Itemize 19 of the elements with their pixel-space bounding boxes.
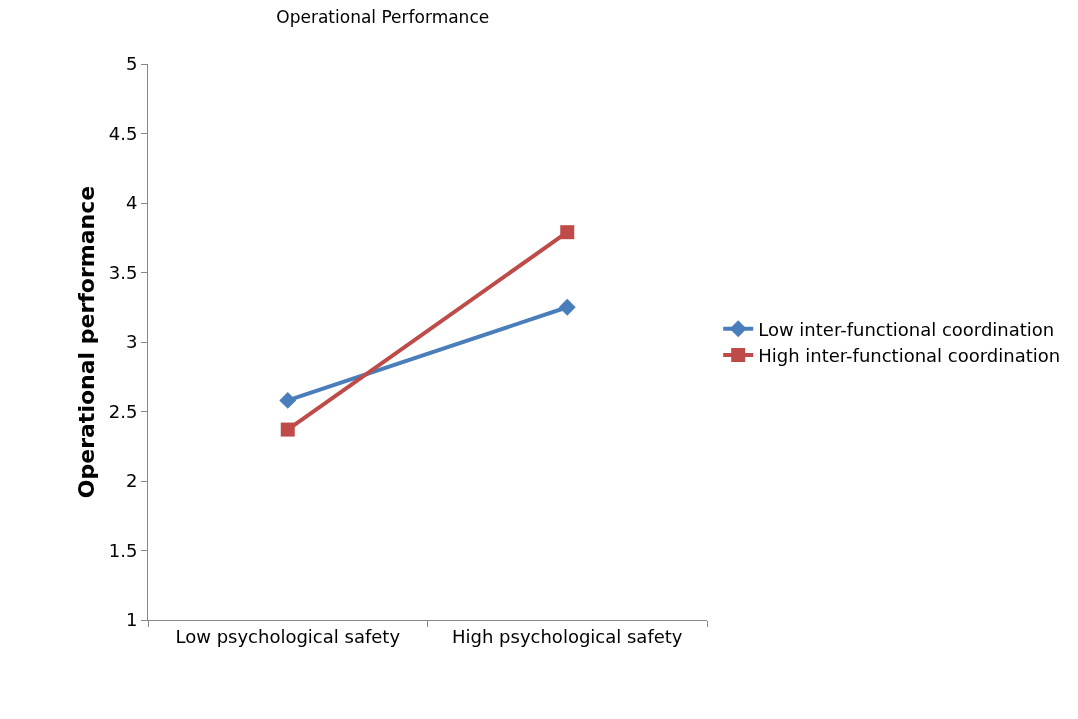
point xyxy=(280,422,295,437)
y-tick-label: 2.5 xyxy=(108,400,138,422)
y-tick-label: 5 xyxy=(125,53,138,75)
y-tick-label: 3 xyxy=(125,331,138,353)
y-tick-label: 1.5 xyxy=(108,539,138,561)
y-tick-label: 4 xyxy=(125,192,138,214)
point xyxy=(558,298,576,316)
y-tick-label: 2 xyxy=(125,470,138,492)
point xyxy=(279,391,297,409)
y-tick-label: 1 xyxy=(125,609,138,631)
x-tick-label: Low psychological safety xyxy=(175,625,401,647)
y-tick-label: 4.5 xyxy=(108,122,138,144)
chart-title: Operational Performance xyxy=(276,6,490,27)
point xyxy=(560,225,575,240)
y-axis-title: Operational performance xyxy=(74,185,99,499)
legend-label: Low inter-functional coordination xyxy=(758,318,1055,340)
y-tick-label: 3.5 xyxy=(108,261,138,283)
x-tick-label: High psychological safety xyxy=(452,625,683,647)
legend-label: High inter-functional coordination xyxy=(758,345,1061,367)
